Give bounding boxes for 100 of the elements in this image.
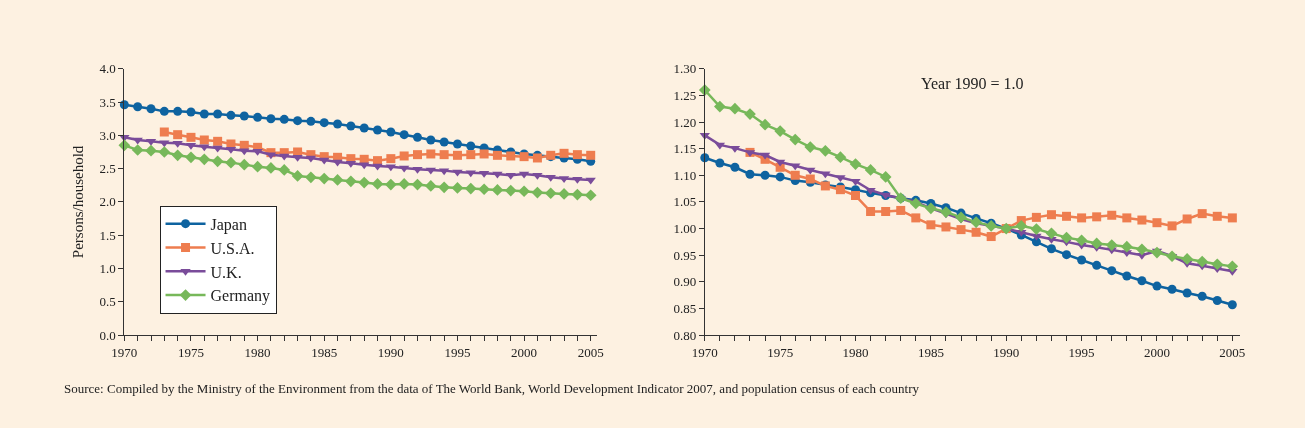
point bbox=[359, 123, 369, 133]
source-note: Source: Compiled by the Ministry of the Environment from the data of The World Bank, World Development Indicator 2007, and population census of each country bbox=[64, 381, 920, 396]
point bbox=[760, 170, 770, 180]
point bbox=[386, 154, 396, 164]
point bbox=[805, 167, 816, 175]
point bbox=[518, 185, 530, 198]
point bbox=[213, 136, 223, 146]
point bbox=[293, 116, 303, 126]
point bbox=[586, 150, 596, 160]
point bbox=[925, 202, 937, 215]
y-tick-label: 1.15 bbox=[673, 141, 697, 157]
x-tick-label: 1990 bbox=[377, 344, 404, 360]
point bbox=[572, 150, 582, 160]
y-tick-label: 0.90 bbox=[673, 274, 697, 290]
point bbox=[318, 172, 331, 185]
point bbox=[173, 106, 183, 116]
point bbox=[1105, 239, 1118, 251]
point bbox=[198, 153, 211, 166]
point bbox=[1137, 276, 1147, 286]
point bbox=[399, 130, 409, 140]
point bbox=[834, 151, 847, 164]
point bbox=[584, 189, 597, 202]
point bbox=[759, 118, 771, 131]
y-tick-label: 4.0 bbox=[99, 61, 116, 77]
point bbox=[133, 102, 143, 112]
x-tick-label: 2000 bbox=[1143, 344, 1170, 360]
point bbox=[729, 102, 741, 115]
y-tick-label: 1.10 bbox=[673, 167, 697, 183]
point bbox=[306, 116, 316, 126]
point bbox=[1077, 255, 1087, 265]
point bbox=[941, 222, 951, 232]
y-tick-label: 2.0 bbox=[99, 194, 116, 210]
point bbox=[399, 151, 409, 161]
point bbox=[372, 163, 383, 171]
point bbox=[211, 155, 224, 168]
point bbox=[199, 144, 210, 152]
y-tick-label: 1.5 bbox=[99, 227, 116, 243]
point bbox=[715, 158, 725, 168]
point bbox=[506, 151, 516, 161]
point bbox=[386, 127, 396, 137]
point bbox=[426, 135, 436, 145]
point bbox=[279, 114, 289, 124]
point bbox=[333, 119, 343, 129]
annotation: Year 1990 = 1.0 bbox=[921, 75, 1024, 92]
point bbox=[819, 144, 832, 157]
point bbox=[319, 118, 329, 128]
point bbox=[804, 141, 817, 153]
point bbox=[332, 159, 343, 167]
legend-label: Germany bbox=[210, 287, 271, 306]
point bbox=[1077, 213, 1087, 223]
point bbox=[896, 205, 906, 215]
point bbox=[346, 121, 356, 131]
point bbox=[1196, 255, 1209, 268]
point bbox=[1166, 250, 1178, 263]
y-tick-label: 1.00 bbox=[673, 221, 697, 237]
point bbox=[1182, 214, 1192, 224]
y-tick-label: 1.20 bbox=[673, 114, 697, 130]
x-tick-label: 1980 bbox=[842, 344, 869, 360]
y-tick-label: 3.5 bbox=[99, 94, 116, 110]
point bbox=[159, 106, 169, 116]
point bbox=[412, 150, 422, 160]
point bbox=[185, 151, 197, 164]
point bbox=[451, 182, 464, 194]
point bbox=[1060, 231, 1073, 244]
point bbox=[1120, 240, 1133, 253]
x-tick-label: 1970 bbox=[111, 344, 138, 360]
point bbox=[345, 175, 357, 188]
point bbox=[266, 114, 276, 124]
point bbox=[331, 174, 344, 186]
point bbox=[253, 112, 263, 122]
point bbox=[1046, 244, 1056, 254]
point bbox=[911, 213, 921, 223]
point bbox=[790, 163, 801, 171]
x-tick-label: 2000 bbox=[511, 344, 538, 360]
point bbox=[464, 182, 477, 195]
point bbox=[1046, 210, 1056, 220]
point bbox=[789, 133, 802, 146]
point bbox=[146, 104, 156, 114]
point bbox=[305, 171, 317, 184]
legend-label: Japan bbox=[210, 215, 247, 234]
point bbox=[775, 172, 785, 182]
point bbox=[213, 109, 223, 119]
point bbox=[1075, 234, 1088, 247]
y-tick-label: 0.85 bbox=[673, 301, 697, 316]
point bbox=[186, 107, 196, 117]
point bbox=[1107, 210, 1117, 220]
point bbox=[426, 149, 436, 159]
x-tick-label: 1995 bbox=[444, 344, 471, 360]
point bbox=[881, 207, 891, 217]
point bbox=[145, 144, 157, 157]
x-tick-label: 1995 bbox=[1068, 344, 1095, 360]
point bbox=[1226, 260, 1239, 273]
point bbox=[1092, 260, 1102, 270]
x-tick-label: 1975 bbox=[177, 344, 204, 360]
point bbox=[358, 176, 371, 189]
point bbox=[504, 184, 517, 197]
point bbox=[1152, 218, 1162, 228]
point bbox=[1167, 221, 1177, 231]
point bbox=[774, 125, 786, 137]
point bbox=[279, 153, 290, 161]
